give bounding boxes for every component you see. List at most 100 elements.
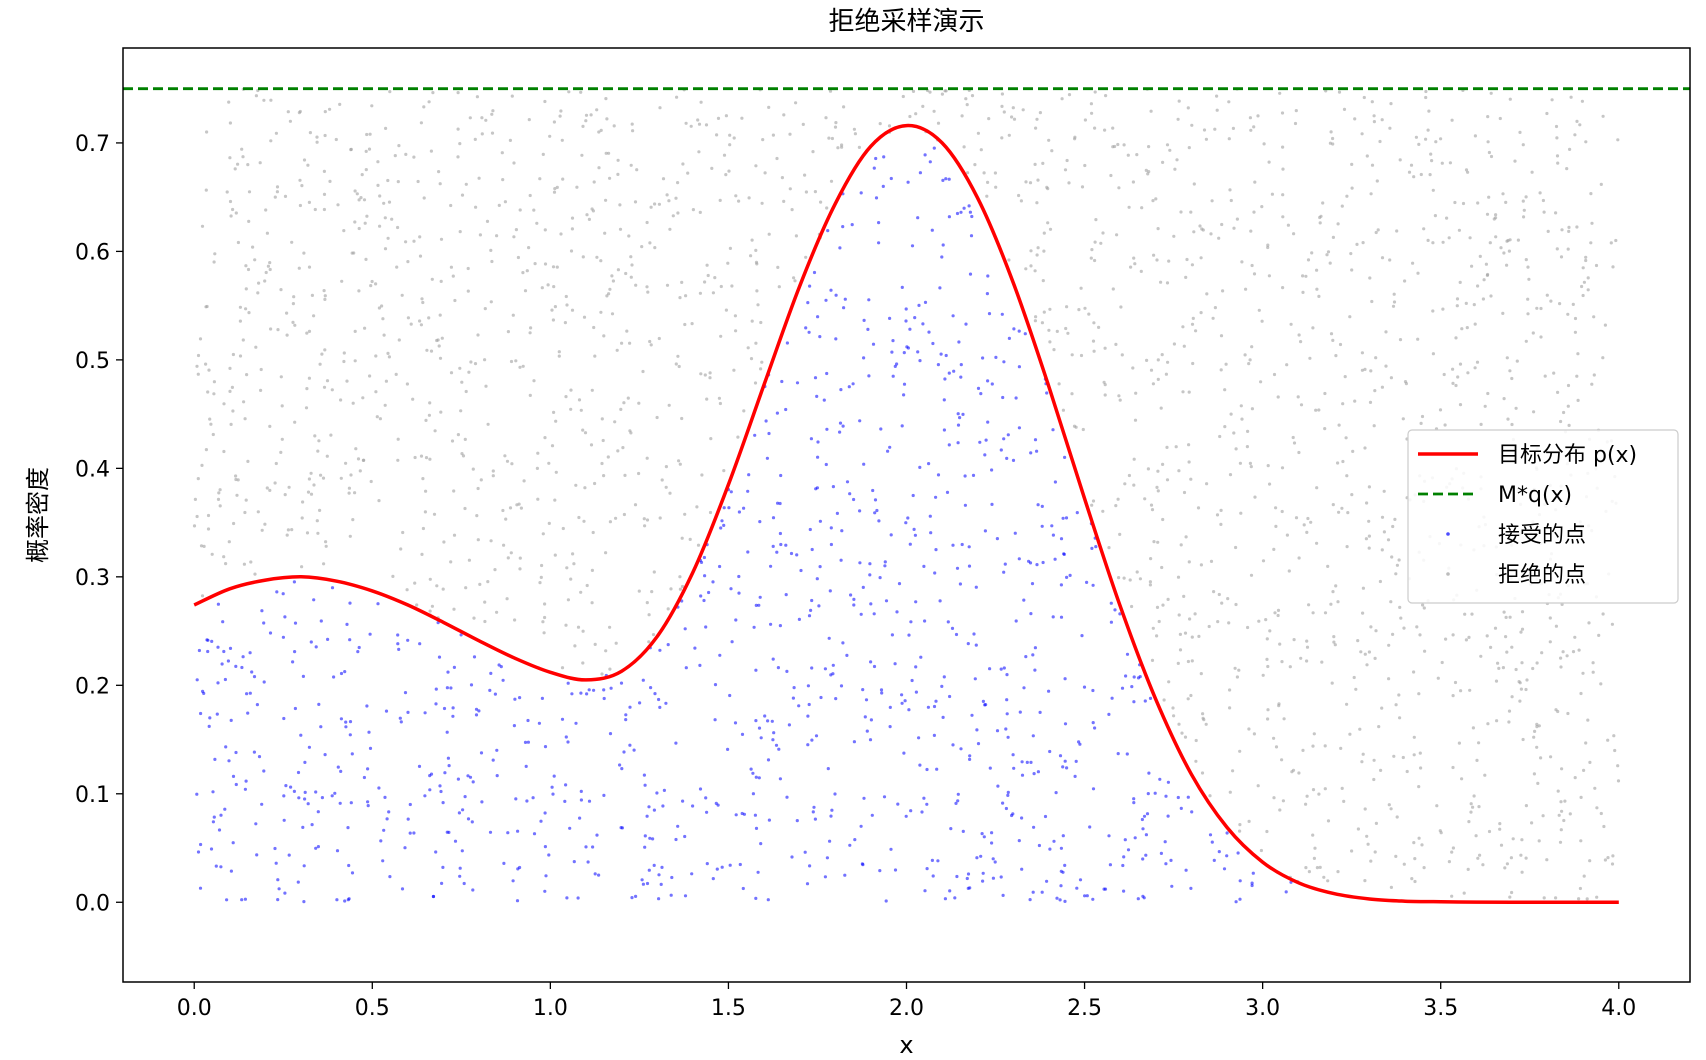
- accepted-point: [495, 748, 499, 752]
- rejected-point: [651, 633, 656, 637]
- accepted-point: [310, 823, 314, 827]
- rejected-point: [591, 209, 596, 213]
- accepted-point: [396, 633, 400, 637]
- rejected-point: [608, 287, 612, 291]
- rejected-point: [1470, 612, 1474, 616]
- accepted-point: [1238, 897, 1242, 901]
- rejected-point: [1114, 342, 1118, 346]
- rejected-point: [1171, 706, 1175, 710]
- rejected-point: [233, 167, 237, 171]
- accepted-point: [219, 865, 223, 869]
- accepted-point: [1251, 871, 1255, 875]
- accepted-point: [1012, 766, 1016, 770]
- rejected-point: [747, 196, 751, 200]
- rejected-point: [630, 122, 634, 126]
- rejected-point: [1179, 543, 1183, 547]
- rejected-point: [1467, 820, 1471, 824]
- rejected-point: [1542, 896, 1546, 900]
- accepted-point: [818, 519, 823, 523]
- rejected-point: [288, 119, 292, 123]
- accepted-point: [807, 702, 811, 707]
- rejected-point: [1508, 97, 1512, 101]
- rejected-point: [643, 524, 647, 528]
- rejected-point: [316, 449, 320, 453]
- rejected-point: [1367, 546, 1371, 550]
- accepted-point: [1059, 615, 1064, 619]
- rejected-point: [1365, 834, 1369, 838]
- rejected-point: [1486, 115, 1490, 119]
- rejected-point: [1377, 725, 1381, 729]
- accepted-point: [860, 862, 865, 866]
- accepted-point: [428, 774, 432, 778]
- rejected-point: [715, 133, 719, 137]
- rejected-point: [1416, 337, 1420, 341]
- accepted-point: [1053, 557, 1057, 561]
- rejected-point: [565, 303, 569, 307]
- accepted-point: [320, 796, 324, 800]
- accepted-point: [875, 508, 879, 513]
- rejected-point: [1219, 522, 1223, 527]
- rejected-point: [1398, 716, 1402, 720]
- accepted-point: [458, 874, 462, 878]
- rejected-point: [1322, 875, 1326, 879]
- accepted-point: [1121, 863, 1125, 868]
- rejected-point: [353, 359, 357, 363]
- accepted-point: [1006, 433, 1010, 437]
- rejected-point: [1184, 275, 1188, 279]
- rejected-point: [390, 217, 394, 221]
- rejected-point: [1458, 403, 1463, 407]
- accepted-point: [779, 473, 783, 478]
- accepted-point: [867, 298, 871, 302]
- accepted-point: [1005, 712, 1009, 716]
- accepted-point: [1212, 858, 1216, 863]
- rejected-point: [579, 408, 583, 412]
- accepted-point: [940, 255, 944, 259]
- rejected-point: [256, 510, 260, 514]
- rejected-point: [273, 195, 277, 199]
- accepted-point: [980, 832, 984, 836]
- rejected-point: [231, 409, 235, 413]
- accepted-point: [936, 473, 941, 477]
- rejected-point: [1323, 611, 1328, 615]
- rejected-point: [1489, 91, 1493, 95]
- accepted-point: [350, 871, 355, 875]
- rejected-point: [1374, 821, 1378, 826]
- accepted-point: [1035, 563, 1039, 567]
- rejected-point: [1307, 603, 1311, 607]
- rejected-point: [1246, 429, 1250, 433]
- rejected-point: [1382, 489, 1386, 493]
- rejected-point: [1571, 650, 1576, 654]
- rejected-point: [755, 289, 759, 293]
- accepted-point: [543, 811, 547, 815]
- accepted-point: [255, 703, 259, 707]
- rejected-point: [242, 400, 246, 404]
- accepted-point: [841, 424, 845, 428]
- rejected-point: [1577, 648, 1581, 652]
- accepted-point: [417, 764, 422, 769]
- rejected-point: [1474, 834, 1478, 838]
- accepted-point: [838, 246, 842, 250]
- rejected-point: [840, 145, 844, 149]
- rejected-point: [484, 384, 488, 388]
- rejected-point: [222, 449, 226, 454]
- rejected-point: [483, 307, 487, 311]
- rejected-point: [589, 113, 593, 117]
- accepted-point: [539, 819, 543, 823]
- rejected-point: [833, 125, 838, 129]
- rejected-point: [369, 479, 373, 484]
- rejected-point: [1520, 870, 1524, 874]
- rejected-point: [489, 539, 493, 543]
- rejected-point: [452, 607, 456, 611]
- accepted-point: [641, 678, 645, 682]
- rejected-point: [353, 220, 357, 224]
- rejected-point: [347, 486, 351, 490]
- accepted-point: [733, 721, 738, 725]
- rejected-point: [1602, 824, 1606, 829]
- rejected-point: [1111, 287, 1115, 291]
- rejected-point: [1324, 89, 1328, 93]
- accepted-point: [1120, 686, 1125, 690]
- accepted-point: [861, 688, 865, 692]
- rejected-point: [1466, 867, 1470, 872]
- rejected-point: [1485, 634, 1489, 638]
- rejected-point: [1458, 362, 1463, 366]
